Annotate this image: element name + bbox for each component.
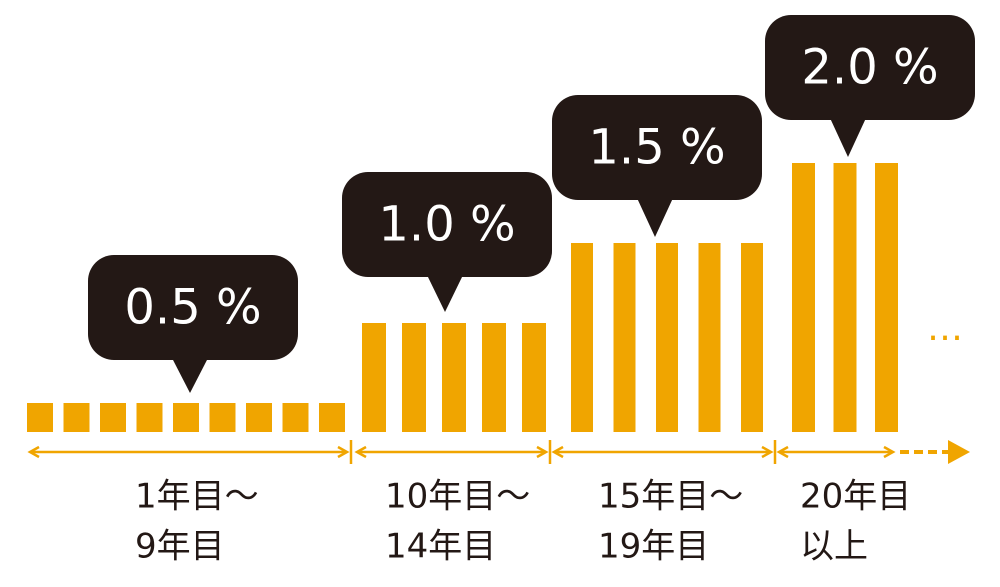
bubble (552, 95, 762, 200)
arrow-head (337, 445, 350, 459)
value-label: 0.5 % (124, 280, 261, 336)
bar (246, 403, 272, 432)
bubble-pointer (830, 118, 866, 157)
bubble (88, 255, 298, 360)
bar (27, 403, 53, 432)
arrow-head (536, 445, 549, 459)
arrow-head (27, 445, 40, 459)
group-label: 20年目 (800, 477, 911, 517)
bar (63, 403, 90, 432)
bar (741, 243, 763, 432)
bar (833, 163, 857, 432)
arrow-head (354, 445, 367, 459)
bar (402, 323, 426, 432)
bubble-pointer (172, 358, 208, 393)
bar (698, 243, 721, 432)
group-label: 15年目〜 (598, 477, 743, 517)
group-label: 1年目〜 (135, 477, 259, 517)
bar (136, 403, 163, 432)
bar (522, 323, 546, 432)
bubble-pointer (427, 275, 463, 312)
bar (282, 403, 309, 432)
continuation: … (927, 308, 963, 349)
arrow-end (948, 440, 970, 464)
group-label: 9年目 (135, 527, 225, 567)
bar (100, 403, 126, 432)
bar (442, 323, 466, 432)
bar (362, 323, 386, 432)
bar (482, 323, 506, 432)
bar (656, 243, 678, 432)
group-label: 14年目 (385, 527, 496, 567)
arrow-head (776, 445, 789, 459)
group-label: 以上 (800, 527, 868, 567)
value-label: 1.5 % (588, 120, 725, 176)
value-label: 2.0 % (801, 40, 938, 96)
arrow-head (761, 445, 774, 459)
bubble-pointer (637, 198, 673, 237)
bar (875, 163, 898, 432)
arrow-head (551, 445, 564, 459)
bar (319, 403, 345, 432)
bubble (342, 172, 552, 277)
group-label: 10年目〜 (385, 477, 530, 517)
bar (209, 403, 236, 432)
group-label: 19年目 (598, 527, 709, 567)
bar (792, 163, 815, 432)
arrow-head (883, 445, 896, 459)
bubble (765, 15, 975, 120)
bar (173, 403, 199, 432)
value-label: 1.0 % (378, 197, 515, 253)
bar (571, 243, 593, 432)
bar (613, 243, 636, 432)
